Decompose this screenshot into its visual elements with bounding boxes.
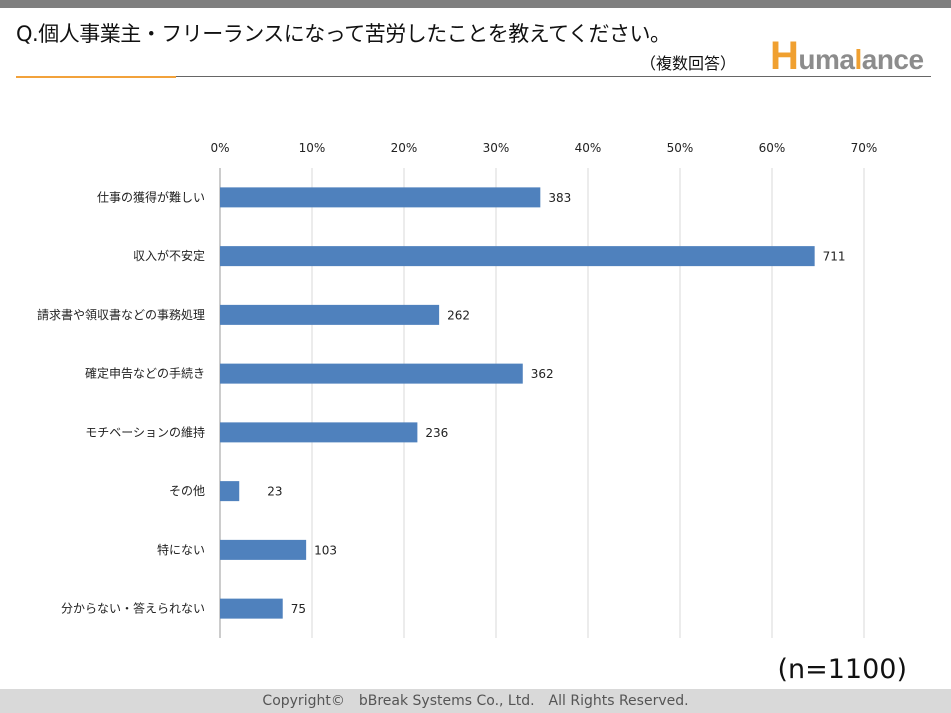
bar — [220, 246, 815, 267]
bar — [220, 363, 523, 384]
x-tick-label: 20% — [391, 141, 418, 155]
x-tick-label: 0% — [210, 141, 229, 155]
footer-copyright: Copyright© bBreak Systems Co., Ltd. All … — [0, 689, 951, 713]
category-label: 分からない・答えられない — [61, 601, 205, 616]
category-label: 収入が不安定 — [133, 248, 205, 263]
humalance-logo: Humalance — [770, 34, 924, 78]
bar — [220, 187, 541, 208]
category-label: 請求書や領収書などの事務処理 — [37, 307, 205, 322]
value-label: 23 — [267, 485, 282, 499]
category-label: 確定申告などの手続き — [85, 366, 205, 381]
title-accent — [16, 76, 176, 78]
bar — [220, 539, 307, 560]
category-label: モチベーションの維持 — [85, 424, 205, 439]
top-band — [0, 0, 951, 8]
question-title: Q.個人事業主・フリーランスになって苦労したことを教えてください。 — [16, 22, 671, 46]
value-label: 103 — [314, 543, 337, 557]
x-tick-label: 70% — [851, 141, 878, 155]
value-label: 383 — [548, 191, 571, 205]
x-tick-label: 60% — [759, 141, 786, 155]
x-tick-label: 10% — [299, 141, 326, 155]
category-label: 特にない — [157, 542, 205, 557]
sample-size: (n=1100) — [777, 654, 907, 685]
bar — [220, 481, 240, 502]
value-label: 362 — [531, 367, 554, 381]
x-tick-label: 50% — [667, 141, 694, 155]
x-tick-label: 30% — [483, 141, 510, 155]
value-label: 711 — [823, 250, 846, 264]
value-label: 262 — [447, 308, 470, 322]
bar — [220, 422, 418, 443]
category-label: その他 — [169, 484, 205, 498]
bar — [220, 304, 440, 325]
bar — [220, 598, 283, 619]
title-rule — [16, 76, 931, 77]
value-label: 75 — [291, 602, 306, 616]
value-label: 236 — [425, 426, 448, 440]
category-label: 仕事の獲得が難しい — [97, 189, 205, 204]
x-tick-label: 40% — [575, 141, 602, 155]
multiple-answer-note: （複数回答） — [640, 54, 737, 73]
